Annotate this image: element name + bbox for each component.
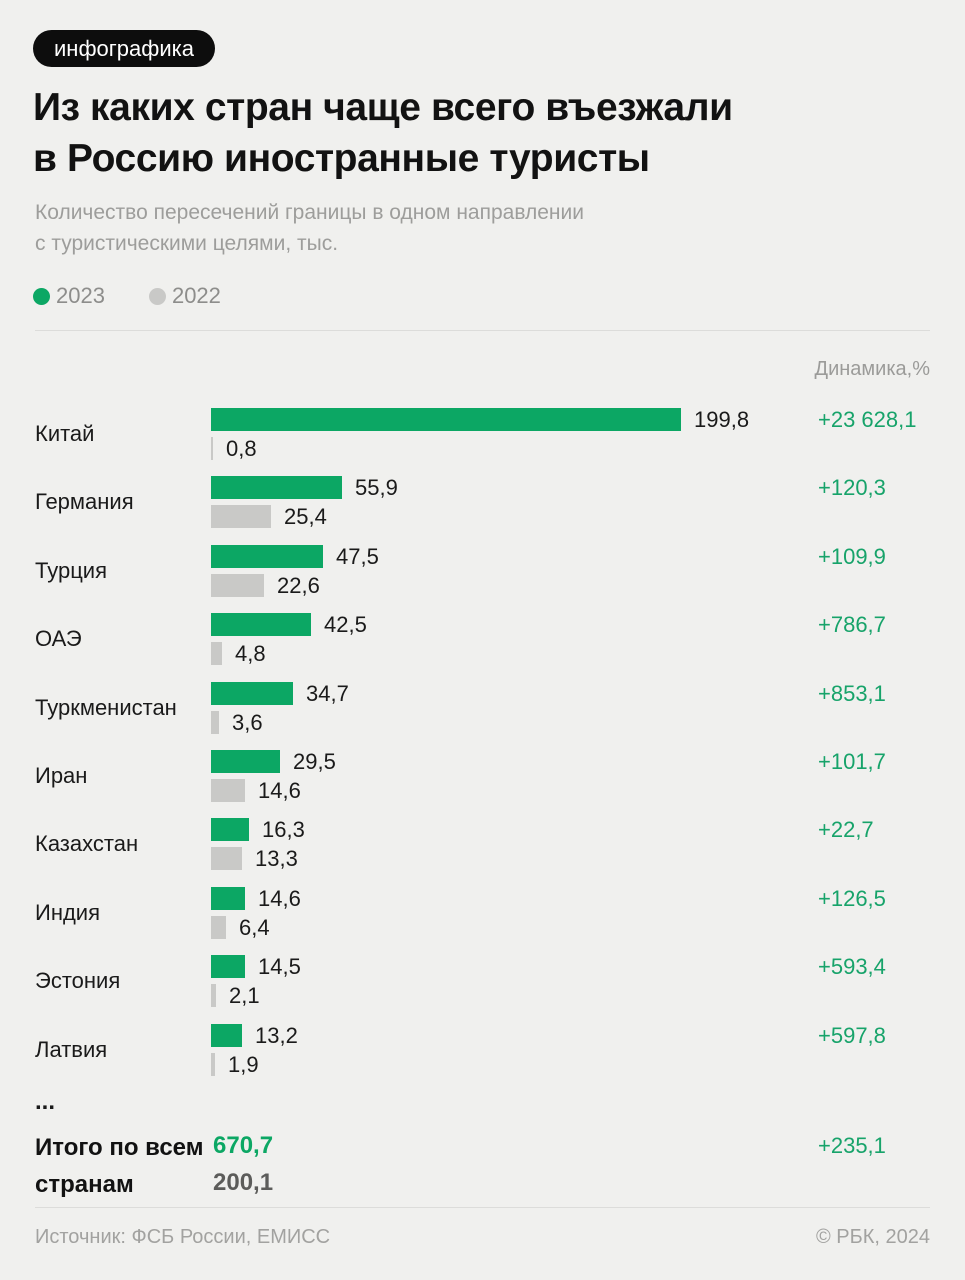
legend-dot-2022-icon — [148, 287, 166, 305]
bar-value-2023: 47,5 — [336, 544, 379, 569]
legend: 2023 2022 — [33, 283, 221, 309]
bar-2022 — [211, 437, 213, 460]
copyright-credit: © РБК, 2024 — [815, 1226, 930, 1248]
legend-dot-2023-icon — [33, 287, 50, 305]
bar-2022 — [211, 711, 219, 734]
bar-2022 — [211, 574, 264, 597]
chart-row: Иран 29,5 14,6 +101,7 — [35, 749, 930, 803]
chart-row: ОАЭ 42,5 4,8 +786,7 — [35, 612, 930, 666]
country-label: Иран — [35, 763, 88, 788]
dynamics-value: +109,9 — [818, 544, 886, 569]
country-label: Турция — [35, 558, 107, 583]
bottom-divider — [35, 1207, 930, 1208]
bar-value-2023: 29,5 — [293, 749, 336, 774]
infographic-badge: инфографика — [33, 30, 216, 67]
bar-2023 — [211, 408, 681, 431]
country-label: Казахстан — [35, 831, 139, 856]
chart-row: Казахстан 16,3 13,3 +22,7 — [35, 817, 930, 871]
dynamics-value: +126,5 — [818, 886, 886, 911]
bar-value-2023: 14,6 — [258, 886, 301, 911]
chart-row: Германия 55,9 25,4 +120,3 — [35, 475, 930, 529]
top-divider — [35, 330, 930, 331]
chart-row: Эстония 14,5 2,1 +593,4 — [35, 954, 930, 1008]
bar-value-2022: 3,6 — [232, 710, 263, 735]
bar-value-2022: 22,6 — [277, 573, 320, 598]
bar-2023 — [211, 476, 342, 499]
total-value-2023: 670,7 — [213, 1132, 274, 1159]
dynamics-value: +593,4 — [818, 954, 886, 979]
bar-value-2022: 4,8 — [235, 641, 266, 666]
bar-2023 — [211, 682, 293, 705]
page-title: Из каких стран чаще всего въезжали в Рос… — [33, 86, 733, 180]
country-label: Германия — [35, 489, 134, 514]
legend-label-2023: 2023 — [56, 283, 105, 308]
bar-value-2023: 34,7 — [306, 681, 349, 706]
chart-row: Индия 14,6 6,4 +126,5 — [35, 886, 930, 940]
bar-2022 — [211, 1053, 215, 1076]
bar-2023 — [211, 887, 245, 910]
legend-label-2022: 2022 — [171, 283, 221, 308]
bar-2022 — [211, 916, 226, 939]
bar-2023 — [211, 613, 311, 636]
dynamics-value: +597,8 — [818, 1023, 886, 1048]
country-label: Латвия — [35, 1037, 108, 1062]
dynamics-value: +22,7 — [818, 817, 874, 842]
bar-2022 — [211, 984, 216, 1007]
chart-row: Китай 199,8 0,8 +23 628,1 — [35, 407, 930, 461]
source-credit: Источник: ФСБ России, ЕМИСС — [35, 1226, 331, 1248]
country-label: ОАЭ — [35, 626, 82, 651]
ellipsis-more-rows: ... — [35, 1088, 56, 1115]
country-label: Китай — [35, 421, 95, 446]
bar-2022 — [211, 642, 222, 665]
bar-2023 — [211, 818, 249, 841]
legend-item-2022: 2022 — [148, 283, 221, 309]
dynamics-column-header: Динамика,% — [814, 358, 930, 380]
dynamics-value: +101,7 — [818, 749, 886, 774]
country-label: Индия — [35, 900, 101, 925]
bar-2022 — [211, 779, 245, 802]
chart-row: Латвия 13,2 1,9 +597,8 — [35, 1023, 930, 1077]
dynamics-value: +23 628,1 — [818, 407, 917, 432]
bar-2023 — [211, 750, 280, 773]
total-label: Итого по всем странам — [35, 1134, 204, 1198]
bar-value-2022: 25,4 — [284, 504, 327, 529]
bar-value-2023: 14,5 — [258, 954, 301, 979]
legend-item-2023: 2023 — [33, 283, 105, 309]
bar-2023 — [211, 1024, 242, 1047]
bar-2023 — [211, 955, 245, 978]
bar-2023 — [211, 545, 323, 568]
bar-value-2022: 13,3 — [255, 846, 298, 871]
bar-value-2022: 6,4 — [239, 915, 270, 940]
dynamics-value: +786,7 — [818, 612, 886, 637]
bar-2022 — [211, 505, 271, 528]
dynamics-value: +120,3 — [818, 475, 886, 500]
bar-value-2023: 55,9 — [355, 475, 398, 500]
bar-value-2023: 13,2 — [255, 1023, 298, 1048]
bar-value-2023: 16,3 — [262, 817, 305, 842]
bar-value-2023: 199,8 — [694, 407, 750, 432]
chart-row: Туркменистан 34,7 3,6 +853,1 — [35, 681, 930, 735]
bar-value-2022: 1,9 — [228, 1052, 259, 1077]
bar-value-2022: 0,8 — [226, 436, 257, 461]
total-dynamics-value: +235,1 — [818, 1133, 886, 1158]
total-value-2022: 200,1 — [213, 1169, 274, 1196]
dynamics-value: +853,1 — [818, 681, 886, 706]
country-label: Эстония — [35, 968, 121, 993]
bar-value-2022: 2,1 — [229, 983, 260, 1008]
bar-2022 — [211, 847, 242, 870]
bar-value-2023: 42,5 — [324, 612, 367, 637]
country-label: Туркменистан — [35, 695, 177, 720]
page-subtitle: Количество пересечений границы в одном н… — [35, 201, 584, 255]
bar-value-2022: 14,6 — [258, 778, 301, 803]
chart-row: Турция 47,5 22,6 +109,9 — [35, 544, 930, 598]
